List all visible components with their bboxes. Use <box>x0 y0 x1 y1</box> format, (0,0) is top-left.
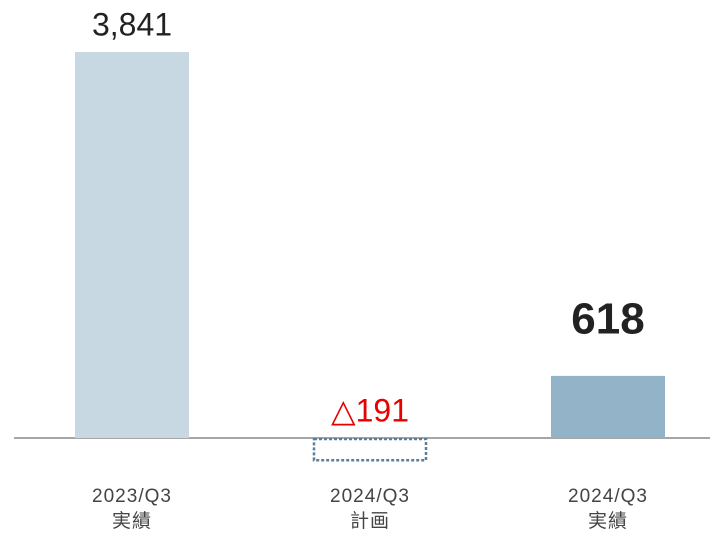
x-tick-label: 2024/Q3 <box>330 486 410 507</box>
x-tick-label: 2024/Q3 <box>568 486 648 507</box>
bar <box>551 375 665 438</box>
x-tick-label: 2023/Q3 <box>92 486 172 507</box>
bar <box>75 52 189 438</box>
x-tick-sublabel: 実績 <box>588 510 628 532</box>
x-tick-sublabel: 実績 <box>112 510 152 532</box>
bar <box>312 437 428 462</box>
value-label: 618 <box>571 295 644 344</box>
value-label: 3,841 <box>92 6 172 42</box>
value-label: △191 <box>331 392 409 428</box>
x-tick-sublabel: 計画 <box>350 510 390 532</box>
